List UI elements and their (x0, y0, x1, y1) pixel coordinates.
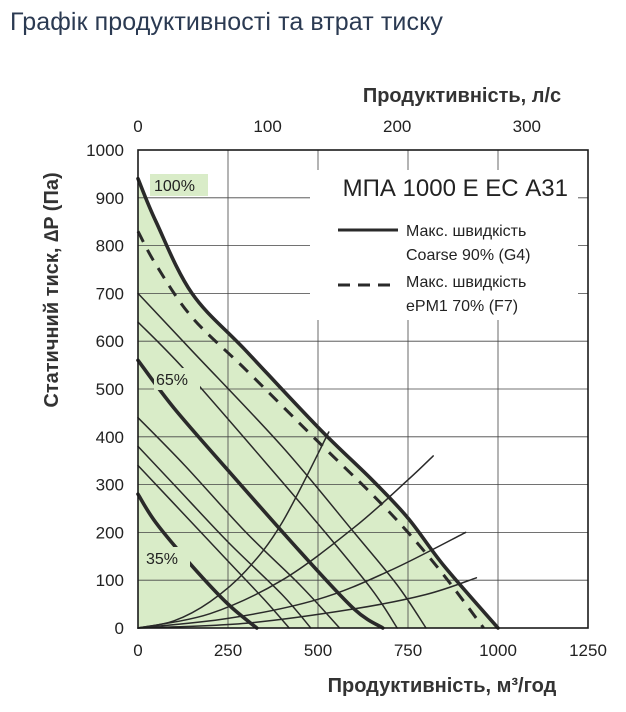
label-100-bg (150, 174, 208, 196)
y-tick-label: 0 (115, 619, 124, 638)
y-tick-label: 700 (96, 284, 124, 303)
y-tick-label: 200 (96, 523, 124, 542)
x2-tick-label: 100 (253, 117, 281, 136)
plot-frame (137, 149, 589, 629)
legend-item-1-line2: Coarse 90% (G4) (406, 247, 531, 264)
y-tick-label: 300 (96, 476, 124, 495)
x2-tick-label: 300 (513, 117, 541, 136)
series-line-11 (137, 531, 467, 629)
curve-label-35: 35% (146, 551, 178, 568)
series-dashed (136, 230, 485, 629)
series-line-9 (137, 431, 330, 629)
y-tick-label: 1000 (86, 141, 124, 160)
legend-item-1-line1: Макс. швидкість (406, 223, 526, 240)
legend-item-2-line1: Макс. швидкість (406, 274, 526, 291)
x-axis-label: Продуктивність, м³/год (328, 675, 557, 697)
series-line-3 (137, 321, 398, 629)
x-tick-label: 1250 (569, 641, 607, 660)
model-label: МПА 1000 Е ЕС А31 (343, 175, 568, 202)
y-tick-label: 600 (96, 332, 124, 351)
legend-item-2-line2: ePM1 70% (F7) (406, 298, 518, 315)
y-tick-label: 500 (96, 380, 124, 399)
x-tick-label: 1000 (479, 641, 517, 660)
curves (136, 176, 500, 630)
series-line-7 (137, 464, 290, 629)
y-tick-label: 100 (96, 571, 124, 590)
curve-label-65: 65% (156, 372, 188, 389)
series-line-12 (137, 577, 478, 629)
series-line-5 (137, 416, 341, 629)
y-tick-label: 400 (96, 428, 124, 447)
y-axis-label: Статичний тиск, ∆P (Па) (41, 172, 63, 407)
label-35-bg (144, 547, 190, 569)
page-title: Графік продуктивності та втрат тиску (10, 8, 443, 36)
x-tick-label: 500 (304, 641, 332, 660)
x2-tick-label: 200 (383, 117, 411, 136)
y-tick-label: 800 (96, 237, 124, 256)
label-65-bg (154, 368, 200, 390)
series-100-pct (136, 176, 500, 630)
x2-tick-label: 0 (133, 117, 142, 136)
series-35-pct (136, 492, 259, 630)
legend-background (310, 170, 578, 320)
x-tick-label: 750 (394, 641, 422, 660)
tick-labels: 0 250 500 750 1000 1250 0 100 200 300 0 100 200 300 40… (86, 117, 607, 660)
x-tick-label: 250 (214, 641, 242, 660)
curve-label-100: 100% (154, 178, 195, 195)
y-tick-label: 900 (96, 189, 124, 208)
x2-axis-label: Продуктивність, л/с (363, 85, 561, 107)
plot-border (137, 149, 589, 629)
series-line-10 (137, 455, 434, 629)
series-line-6 (137, 445, 312, 629)
x-tick-label: 0 (133, 641, 142, 660)
